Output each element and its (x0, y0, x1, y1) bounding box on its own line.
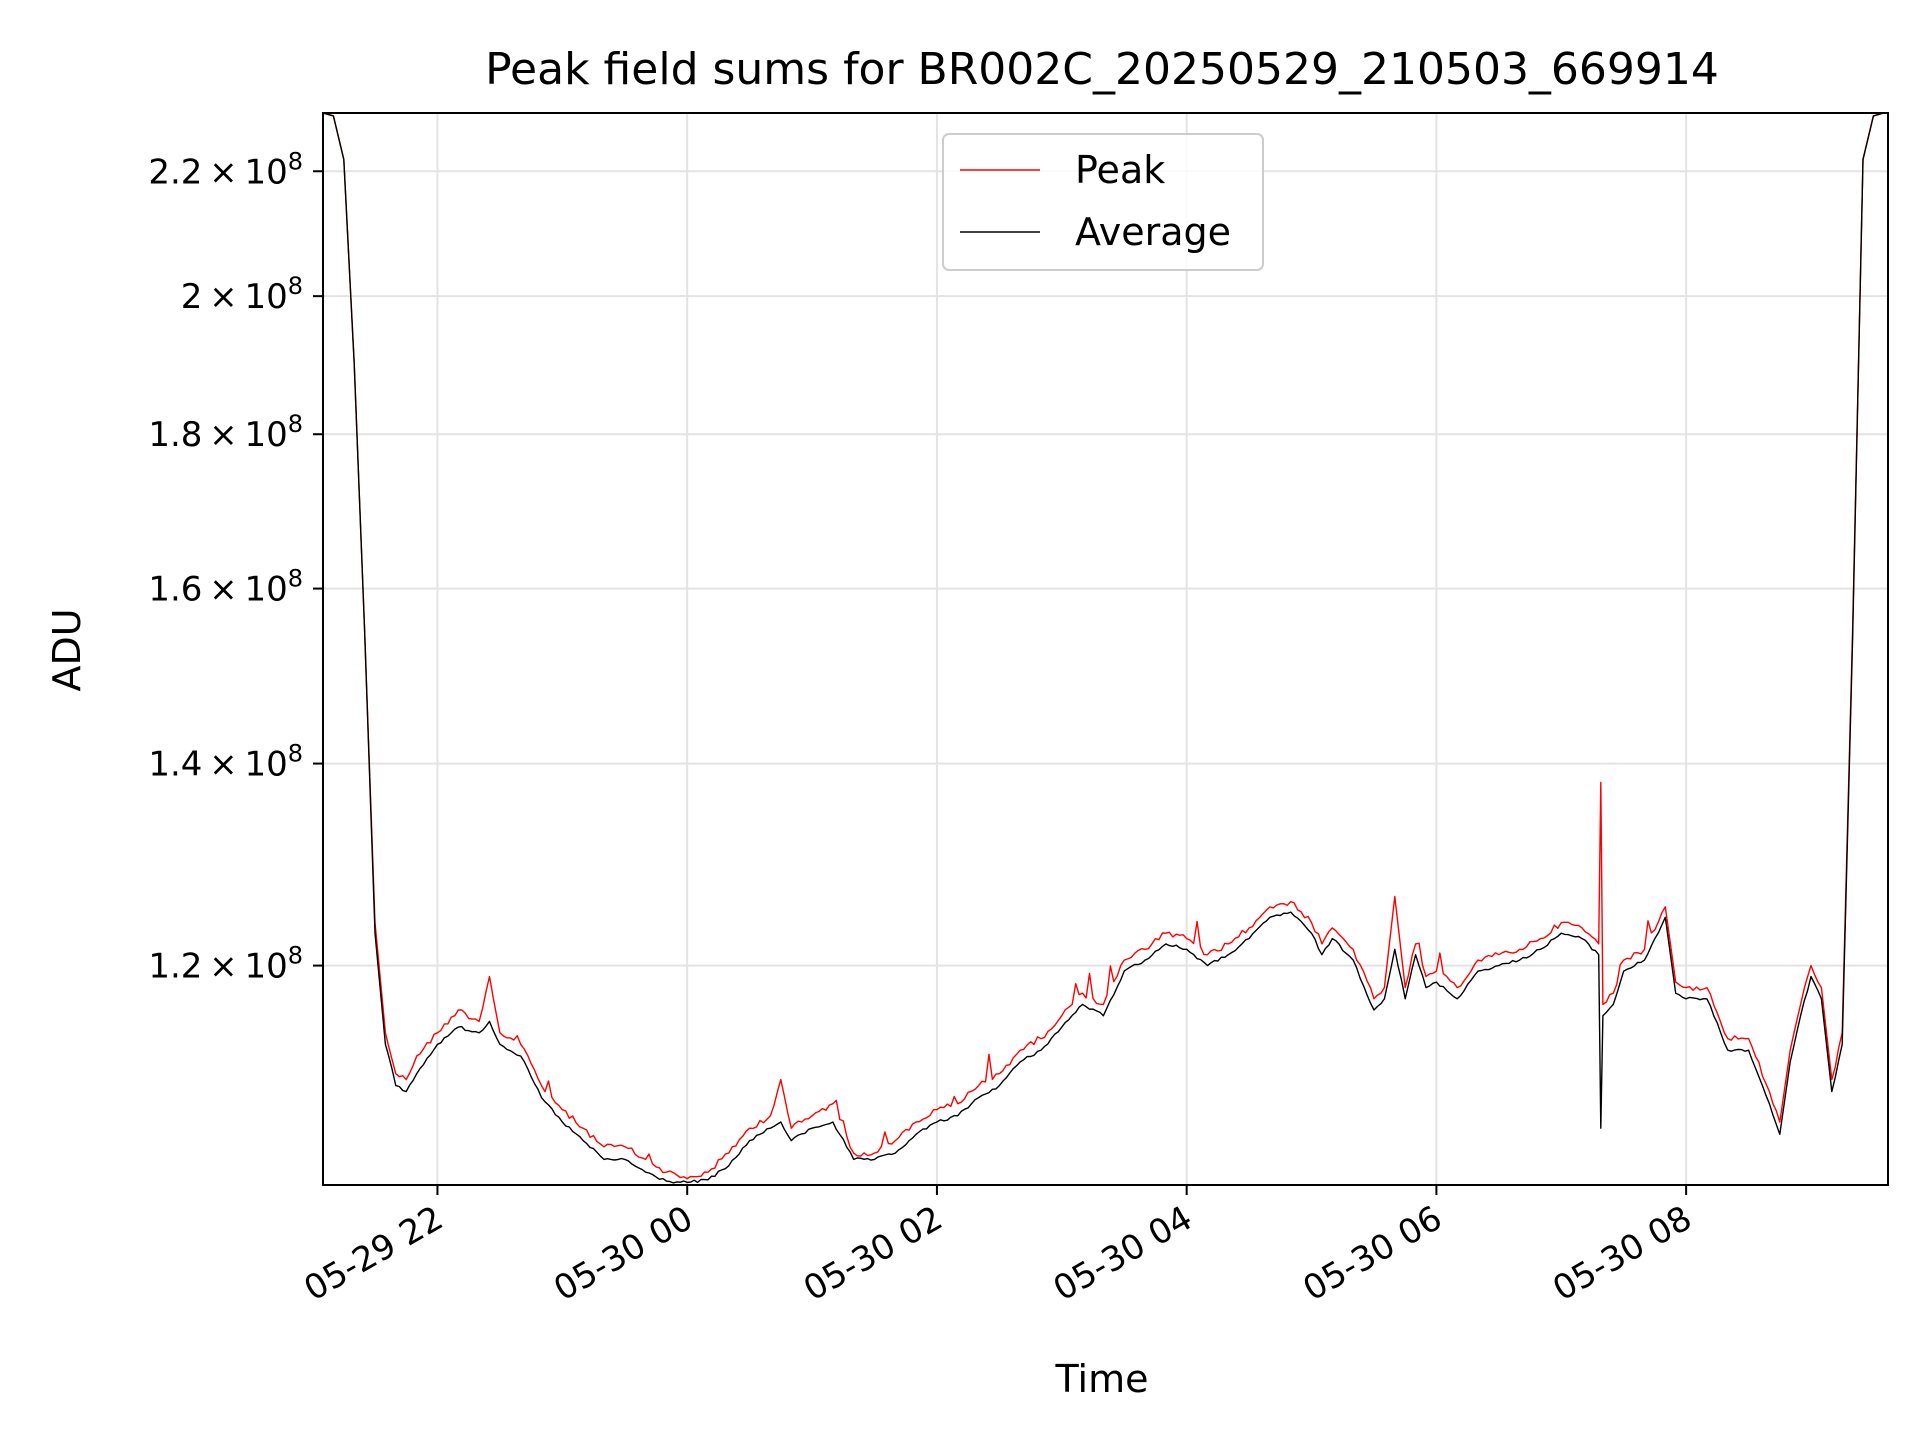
y-axis-label: ADU (45, 608, 89, 691)
x-axis-label: Time (1055, 1357, 1149, 1401)
y-tick-label: 1.6 × 108 (148, 565, 303, 610)
series-line-peak (323, 113, 1884, 1180)
series-layer (323, 113, 1884, 1184)
chart-title: Peak field sums for BR002C_20250529_2105… (485, 44, 1719, 95)
y-tick-label: 2.2 × 108 (148, 147, 303, 192)
series-line-average (323, 113, 1884, 1184)
plot-frame (322, 112, 1889, 1186)
grid-lines (323, 113, 1888, 1185)
y-tick-label: 1.2 × 108 (148, 942, 303, 987)
legend-label-peak: Peak (1075, 148, 1165, 192)
y-axis-ticks: 1.2 × 108 1.4 × 108 1.6 × 108 1.8 × 108 2 × … (148, 147, 323, 987)
y-tick-label: 1.4 × 108 (148, 740, 303, 785)
legend: Peak Average (942, 133, 1264, 271)
y-tick-label: 1.8 × 108 (148, 410, 303, 455)
y-tick-label: 2 × 108 (181, 272, 303, 317)
legend-label-average: Average (1075, 210, 1231, 254)
legend-frame (942, 133, 1264, 271)
